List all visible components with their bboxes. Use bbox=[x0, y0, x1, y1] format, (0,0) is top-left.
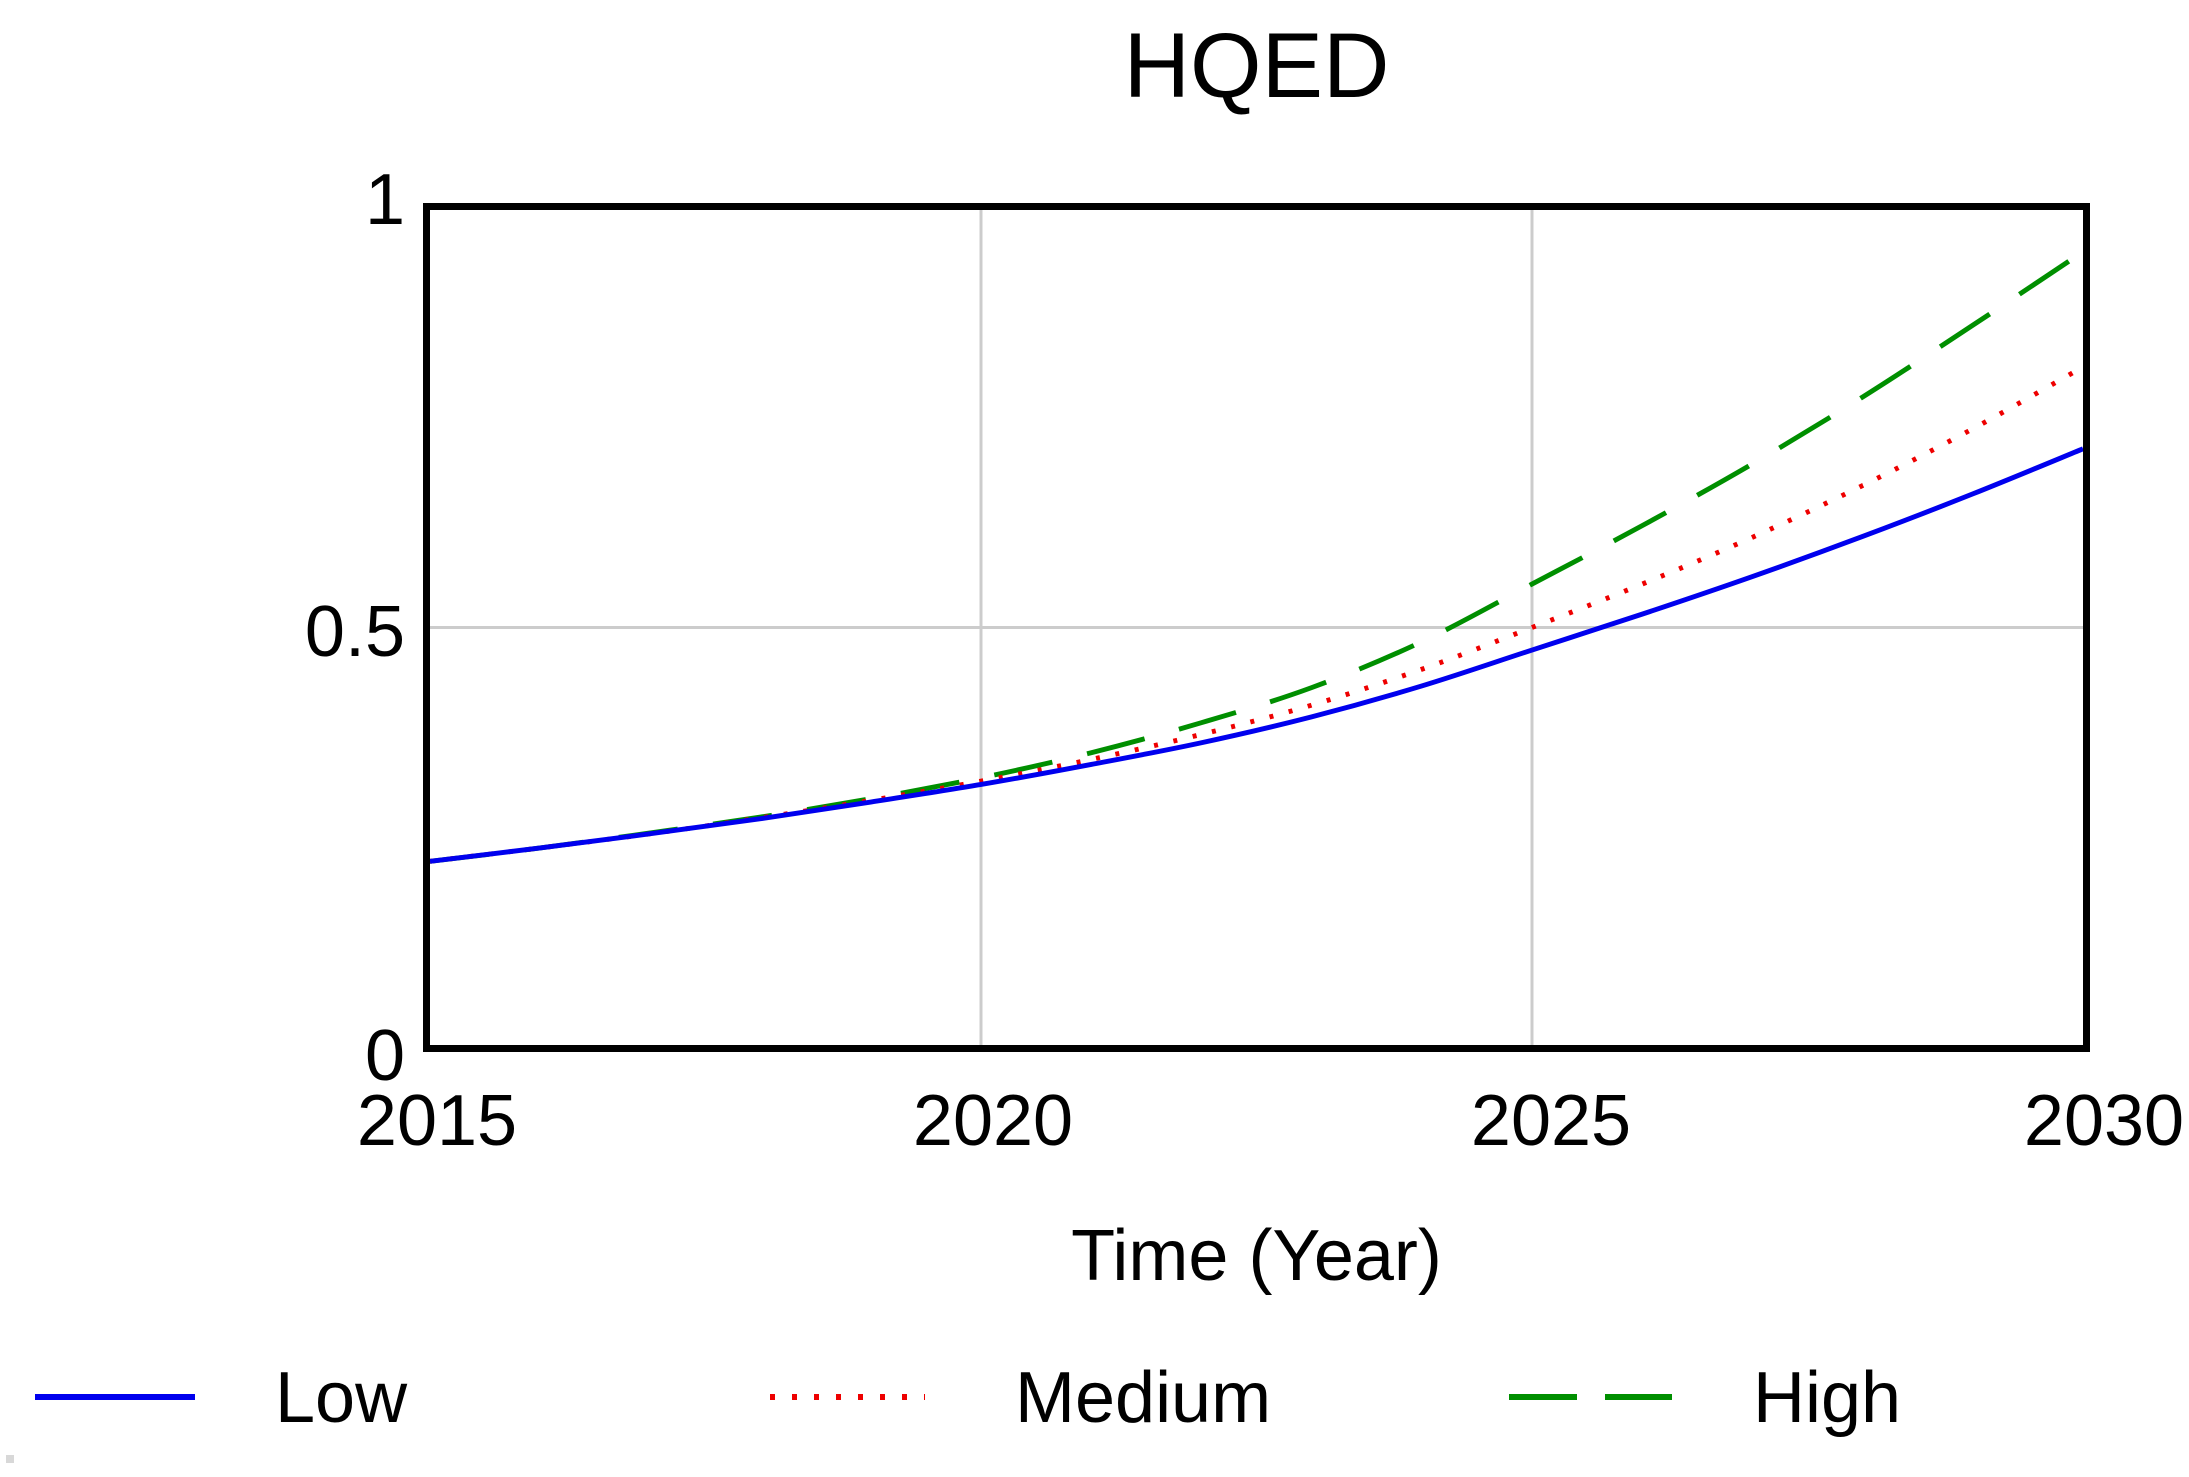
x-tick-2015: 2015 bbox=[356, 1081, 518, 1161]
x-tick-2020: 2020 bbox=[912, 1081, 1074, 1161]
y-tick-0: 0 bbox=[364, 1016, 405, 1096]
y-tick-1: 1 bbox=[364, 160, 405, 240]
chart-title: HQED bbox=[1123, 15, 1390, 117]
x-axis-title: Time (Year) bbox=[1071, 1216, 1442, 1296]
legend-label-high: High bbox=[1753, 1358, 1902, 1438]
series-line-medium bbox=[430, 364, 2083, 864]
plot-lines-svg bbox=[430, 210, 2083, 1045]
y-tick-0-5: 0.5 bbox=[304, 592, 405, 672]
plot-area bbox=[423, 203, 2090, 1052]
stray-pixel-artifact bbox=[6, 1455, 14, 1463]
legend-label-low: Low bbox=[275, 1358, 408, 1438]
legend-swatch-medium bbox=[770, 1394, 925, 1400]
legend-label-medium: Medium bbox=[1015, 1358, 1272, 1438]
x-tick-2030: 2030 bbox=[2023, 1081, 2185, 1161]
legend-swatch-high bbox=[1509, 1394, 1672, 1400]
series-line-high bbox=[430, 249, 2083, 864]
x-tick-2025: 2025 bbox=[1470, 1081, 1632, 1161]
series-line-low bbox=[430, 446, 2083, 864]
legend-swatch-low bbox=[35, 1394, 195, 1400]
